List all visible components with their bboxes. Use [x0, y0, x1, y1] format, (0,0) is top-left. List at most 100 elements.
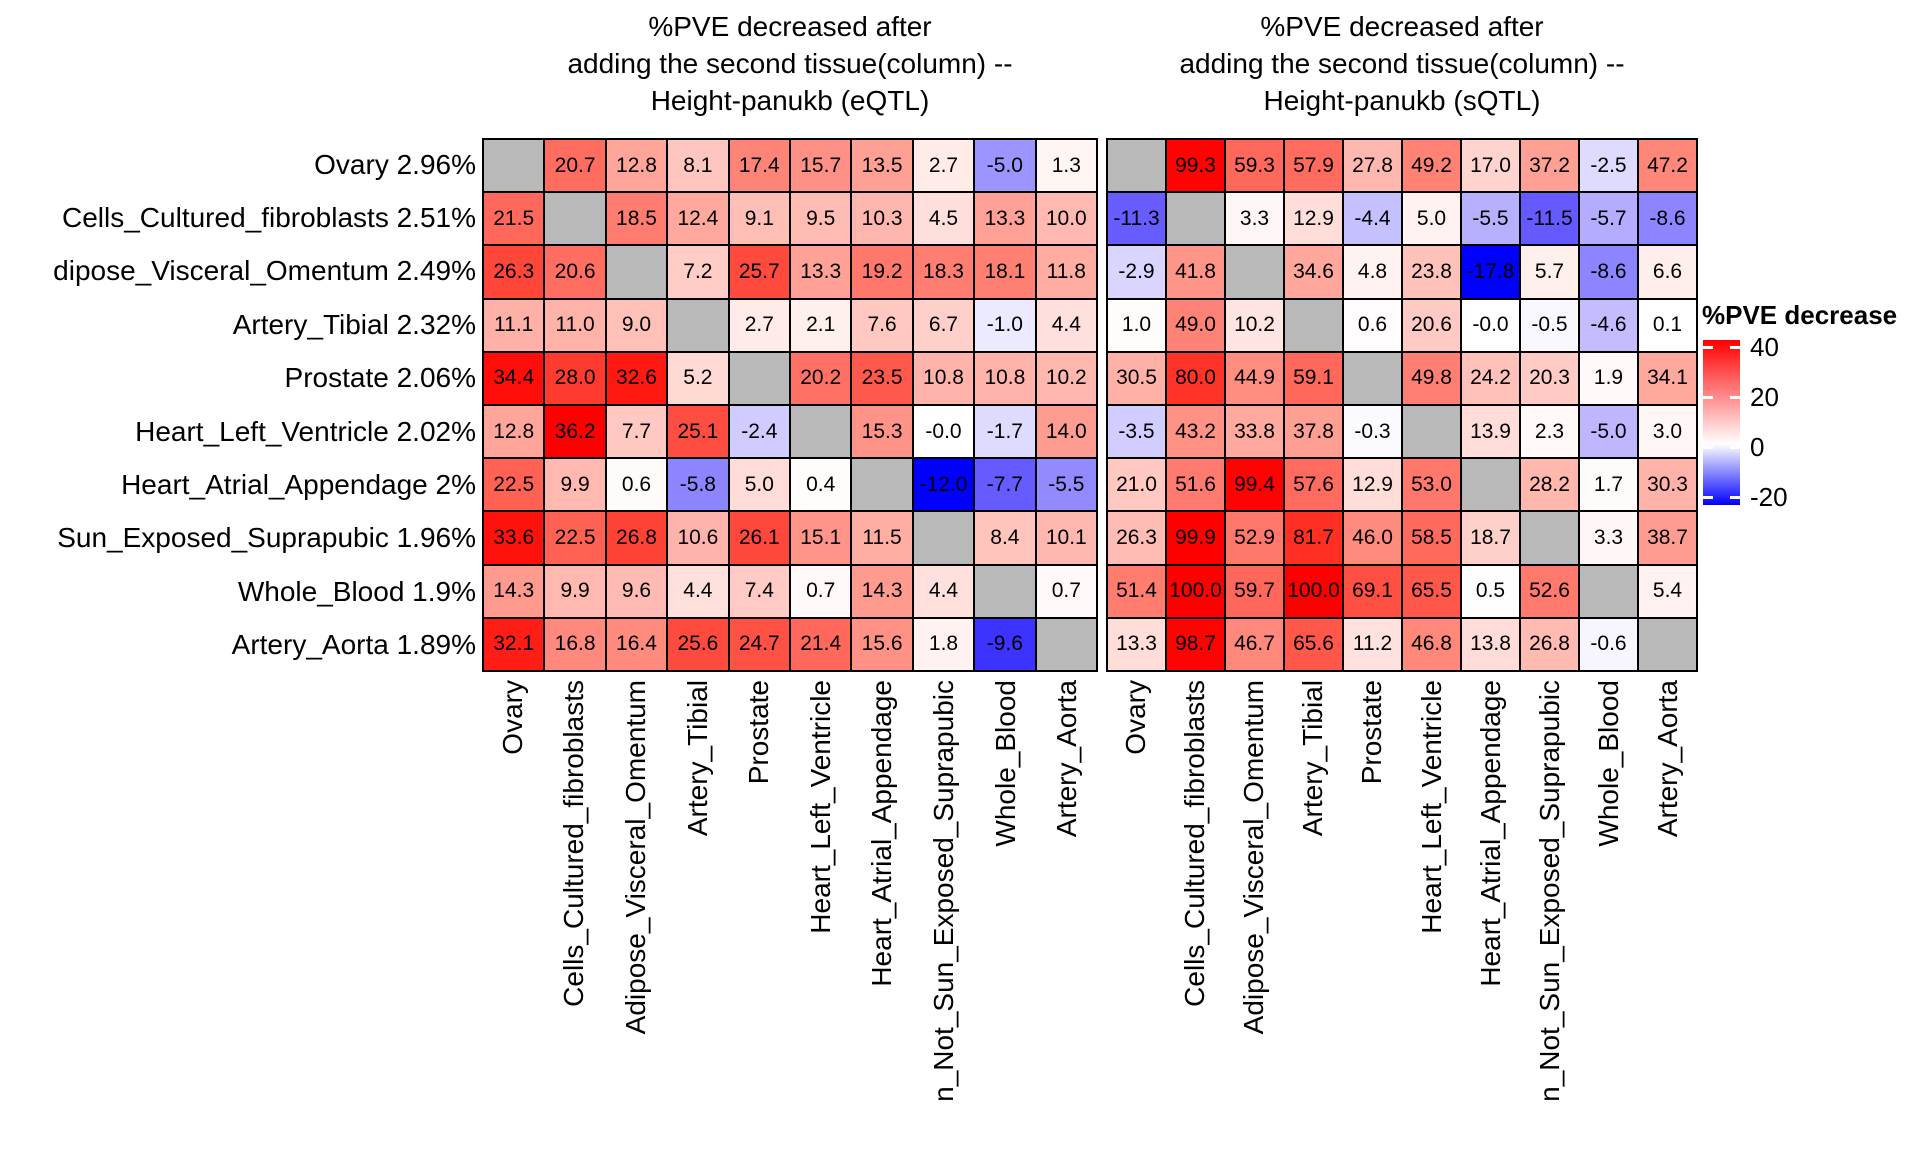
heatmap-cell: 22.5	[544, 511, 606, 565]
heatmap-cell: 0.6	[1343, 298, 1402, 352]
legend-tick-value: 40	[1750, 331, 1779, 362]
row-label: Artery_Tibial 2.32%	[232, 308, 476, 340]
heatmap-cell: 10.3	[851, 192, 913, 246]
heatmap-cell: 9.6	[605, 564, 668, 618]
heatmap-cell: 3.3	[1579, 511, 1638, 565]
row-label: Prostate 2.06%	[284, 362, 476, 394]
heatmap-cell-na	[667, 298, 729, 352]
heatmap-cell: 26.8	[605, 511, 668, 565]
heatmap-cell: 4.8	[1343, 245, 1402, 299]
heatmap-cell: 24.7	[728, 617, 790, 671]
row-label: Ovary 2.96%	[314, 148, 476, 180]
heatmap-cell: 23.5	[851, 351, 913, 405]
heatmap-cell: 10.6	[667, 511, 729, 565]
heatmap-cell: -17.8	[1461, 245, 1520, 299]
heatmap-cell: 32.6	[605, 351, 668, 405]
legend-tick-value: 0	[1750, 431, 1765, 462]
heatmap-cell: 13.3	[974, 192, 1036, 246]
legend-tick-mark	[1730, 445, 1740, 449]
heatmap-cell: 52.9	[1225, 511, 1284, 565]
heatmap-cell: 1.0	[1107, 298, 1166, 352]
heatmap-cell: 13.3	[790, 245, 852, 299]
heatmap-cell: 46.7	[1225, 617, 1284, 671]
heatmap-cell-na	[851, 458, 913, 512]
heatmap-cell-na	[1461, 458, 1520, 512]
heatmap-cell: 34.1	[1638, 351, 1697, 405]
heatmap-cell: -2.5	[1579, 139, 1638, 193]
heatmap-cell: -5.0	[974, 139, 1036, 193]
heatmap-cell: -0.5	[1520, 298, 1579, 352]
heatmap-cell: -0.0	[1461, 298, 1520, 352]
heatmap-cell: 5.4	[1638, 564, 1697, 618]
heatmap-cell: 98.7	[1166, 617, 1225, 671]
column-label: n_Not_Sun_Exposed_Suprapubic	[1534, 680, 1565, 1102]
heatmap-cell: 2.7	[912, 139, 975, 193]
heatmap-cell: 26.8	[1520, 617, 1579, 671]
heatmap-cell-na	[483, 139, 545, 193]
column-label: Heart_Atrial_Appendage	[1474, 680, 1506, 987]
heatmap-cell: 57.9	[1284, 139, 1343, 193]
heatmap-cell: 8.1	[667, 139, 729, 193]
heatmap-cell: 30.3	[1638, 458, 1697, 512]
heatmap-cell: -11.5	[1520, 192, 1579, 246]
heatmap-cell: 18.3	[912, 245, 975, 299]
heatmap-cell: 20.3	[1520, 351, 1579, 405]
heatmap-cell: 0.4	[790, 458, 852, 512]
heatmap-cell-na	[974, 564, 1036, 618]
row-label: Sun_Exposed_Suprapubic 1.96%	[57, 522, 476, 554]
column-label: n_Not_Sun_Exposed_Suprapubic	[928, 680, 959, 1102]
heatmap-cell: 3.0	[1638, 405, 1697, 459]
heatmap-cell: 25.6	[667, 617, 729, 671]
heatmap-cell: 14.0	[1035, 405, 1097, 459]
heatmap-cell: 33.6	[483, 511, 545, 565]
heatmap-cell: 21.0	[1107, 458, 1166, 512]
heatmap-cell: 13.5	[851, 139, 913, 193]
heatmap-cell: 26.3	[1107, 511, 1166, 565]
heatmap-cell: 1.7	[1579, 458, 1638, 512]
heatmap-cell: 7.7	[605, 405, 668, 459]
heatmap-cell: 37.8	[1284, 405, 1343, 459]
heatmap-cell: -4.4	[1343, 192, 1402, 246]
heatmap-cell: -0.6	[1579, 617, 1638, 671]
heatmap-cell: 59.7	[1225, 564, 1284, 618]
heatmap-cell: -0.0	[912, 405, 975, 459]
heatmap-cell-na	[1225, 245, 1284, 299]
heatmap-cell: 49.8	[1402, 351, 1461, 405]
heatmap-cell: 15.1	[790, 511, 852, 565]
heatmap-cell: 15.3	[851, 405, 913, 459]
heatmap-cell: 25.1	[667, 405, 729, 459]
heatmap-cell: -12.0	[912, 458, 975, 512]
heatmap-cell: 12.8	[483, 405, 545, 459]
heatmap-cell: 59.1	[1284, 351, 1343, 405]
heatmap-cell-na	[790, 405, 852, 459]
column-label: Whole_Blood	[1593, 680, 1625, 847]
row-label: Heart_Atrial_Appendage 2%	[121, 469, 476, 501]
panel-title-sqtl: %PVE decreased after adding the second t…	[1179, 11, 1625, 116]
heatmap-cell: 28.0	[544, 351, 606, 405]
heatmap-cell: 4.4	[667, 564, 729, 618]
legend-tick-mark	[1730, 495, 1740, 499]
heatmap-cell: 41.8	[1166, 245, 1225, 299]
row-label: Artery_Aorta 1.89%	[231, 629, 476, 661]
column-label: Adipose_Visceral_Omentum	[1238, 680, 1269, 1035]
column-label: Heart_Left_Ventricle	[804, 680, 836, 934]
heatmap-cell: 100.0	[1284, 564, 1343, 618]
legend-tick-mark	[1730, 345, 1740, 349]
column-label: Artery_Tibial	[681, 680, 713, 837]
heatmap-cell: 49.0	[1166, 298, 1225, 352]
heatmap-cell: 8.4	[974, 511, 1036, 565]
heatmap-cell-na	[1343, 351, 1402, 405]
heatmap-cell: 14.3	[483, 564, 545, 618]
heatmap-cell: 11.8	[1035, 245, 1097, 299]
heatmap-cell: 25.7	[728, 245, 790, 299]
heatmap-cell: 9.5	[790, 192, 852, 246]
heatmap-cell: 51.4	[1107, 564, 1166, 618]
heatmap-cell-na	[1284, 298, 1343, 352]
heatmap-cell: 6.6	[1638, 245, 1697, 299]
heatmap-cell: 7.4	[728, 564, 790, 618]
heatmap-cell: 2.7	[728, 298, 790, 352]
heatmap-cell: 27.8	[1343, 139, 1402, 193]
heatmap-cell: 14.3	[851, 564, 913, 618]
heatmap-cell-na	[1520, 511, 1579, 565]
column-label: Cells_Cultured_fibroblasts	[1178, 680, 1210, 1007]
